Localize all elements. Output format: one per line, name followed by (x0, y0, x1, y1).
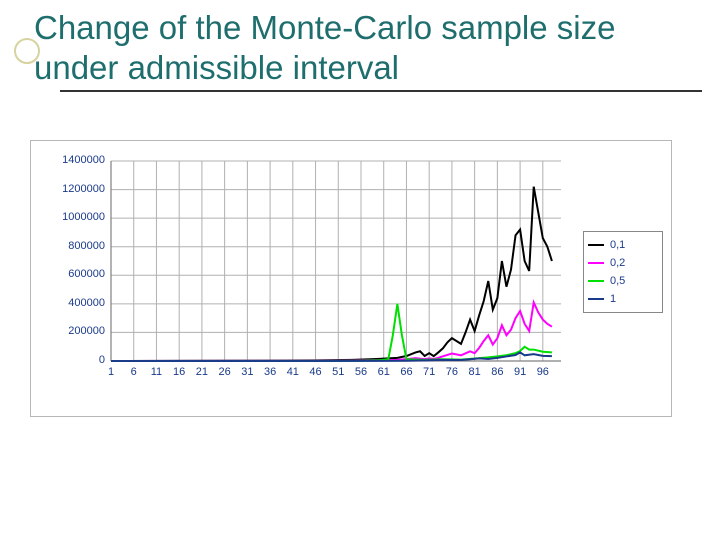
x-tick-label: 6 (131, 366, 137, 378)
title-divider (60, 90, 702, 92)
x-tick-label: 66 (400, 366, 412, 378)
y-axis-ticks: 0200000400000600000800000100000012000001… (35, 161, 109, 361)
x-tick-label: 81 (469, 366, 481, 378)
plot-area (111, 161, 561, 361)
x-tick-label: 51 (332, 366, 344, 378)
x-tick-label: 71 (423, 366, 435, 378)
legend-item: 0,5 (588, 272, 658, 290)
x-tick-label: 61 (378, 366, 390, 378)
legend-item: 0,2 (588, 254, 658, 272)
chart-container: 0 200000 400000 600000 800000 1000000 1200000 1… (30, 140, 672, 417)
series-line (111, 304, 552, 361)
x-tick-label: 1 (108, 366, 114, 378)
x-tick-label: 11 (151, 366, 162, 378)
legend-swatch (588, 244, 604, 246)
y-tick-label: 1200000 (35, 183, 105, 195)
y-tick-label: 0 (35, 354, 105, 366)
legend-swatch (588, 280, 604, 282)
legend-label: 0,5 (610, 275, 625, 287)
series-lines (111, 161, 561, 361)
legend-item: 1 (588, 290, 658, 308)
series-line (111, 302, 552, 361)
x-tick-label: 21 (196, 366, 208, 378)
x-tick-label: 86 (491, 366, 503, 378)
x-tick-label: 46 (309, 366, 321, 378)
legend-label: 0,1 (610, 239, 625, 251)
x-tick-label: 96 (537, 366, 549, 378)
x-tick-label: 56 (355, 366, 367, 378)
x-tick-label: 41 (287, 366, 299, 378)
y-tick-label: 400000 (35, 297, 105, 309)
y-tick-label: 200000 (35, 325, 105, 337)
series-line (111, 187, 552, 361)
x-tick-label: 91 (514, 366, 526, 378)
y-tick-label: 1000000 (35, 211, 105, 223)
legend-item: 0,1 (588, 236, 658, 254)
legend-label: 0,2 (610, 257, 625, 269)
x-tick-label: 76 (446, 366, 458, 378)
legend-swatch (588, 298, 604, 300)
slide-title: Change of the Monte-Carlo sample size un… (34, 8, 694, 88)
x-tick-label: 36 (264, 366, 276, 378)
legend-label: 1 (610, 293, 616, 305)
legend-swatch (588, 262, 604, 264)
legend: 0,1 0,2 0,5 1 (583, 231, 663, 313)
x-axis-ticks: 16111621263136414651566166717681869196 (111, 364, 561, 380)
y-tick-label: 600000 (35, 268, 105, 280)
y-tick-label: 800000 (35, 240, 105, 252)
y-tick-label: 1400000 (35, 154, 105, 166)
x-tick-label: 26 (219, 366, 231, 378)
x-tick-label: 16 (173, 366, 185, 378)
x-tick-label: 31 (241, 366, 253, 378)
